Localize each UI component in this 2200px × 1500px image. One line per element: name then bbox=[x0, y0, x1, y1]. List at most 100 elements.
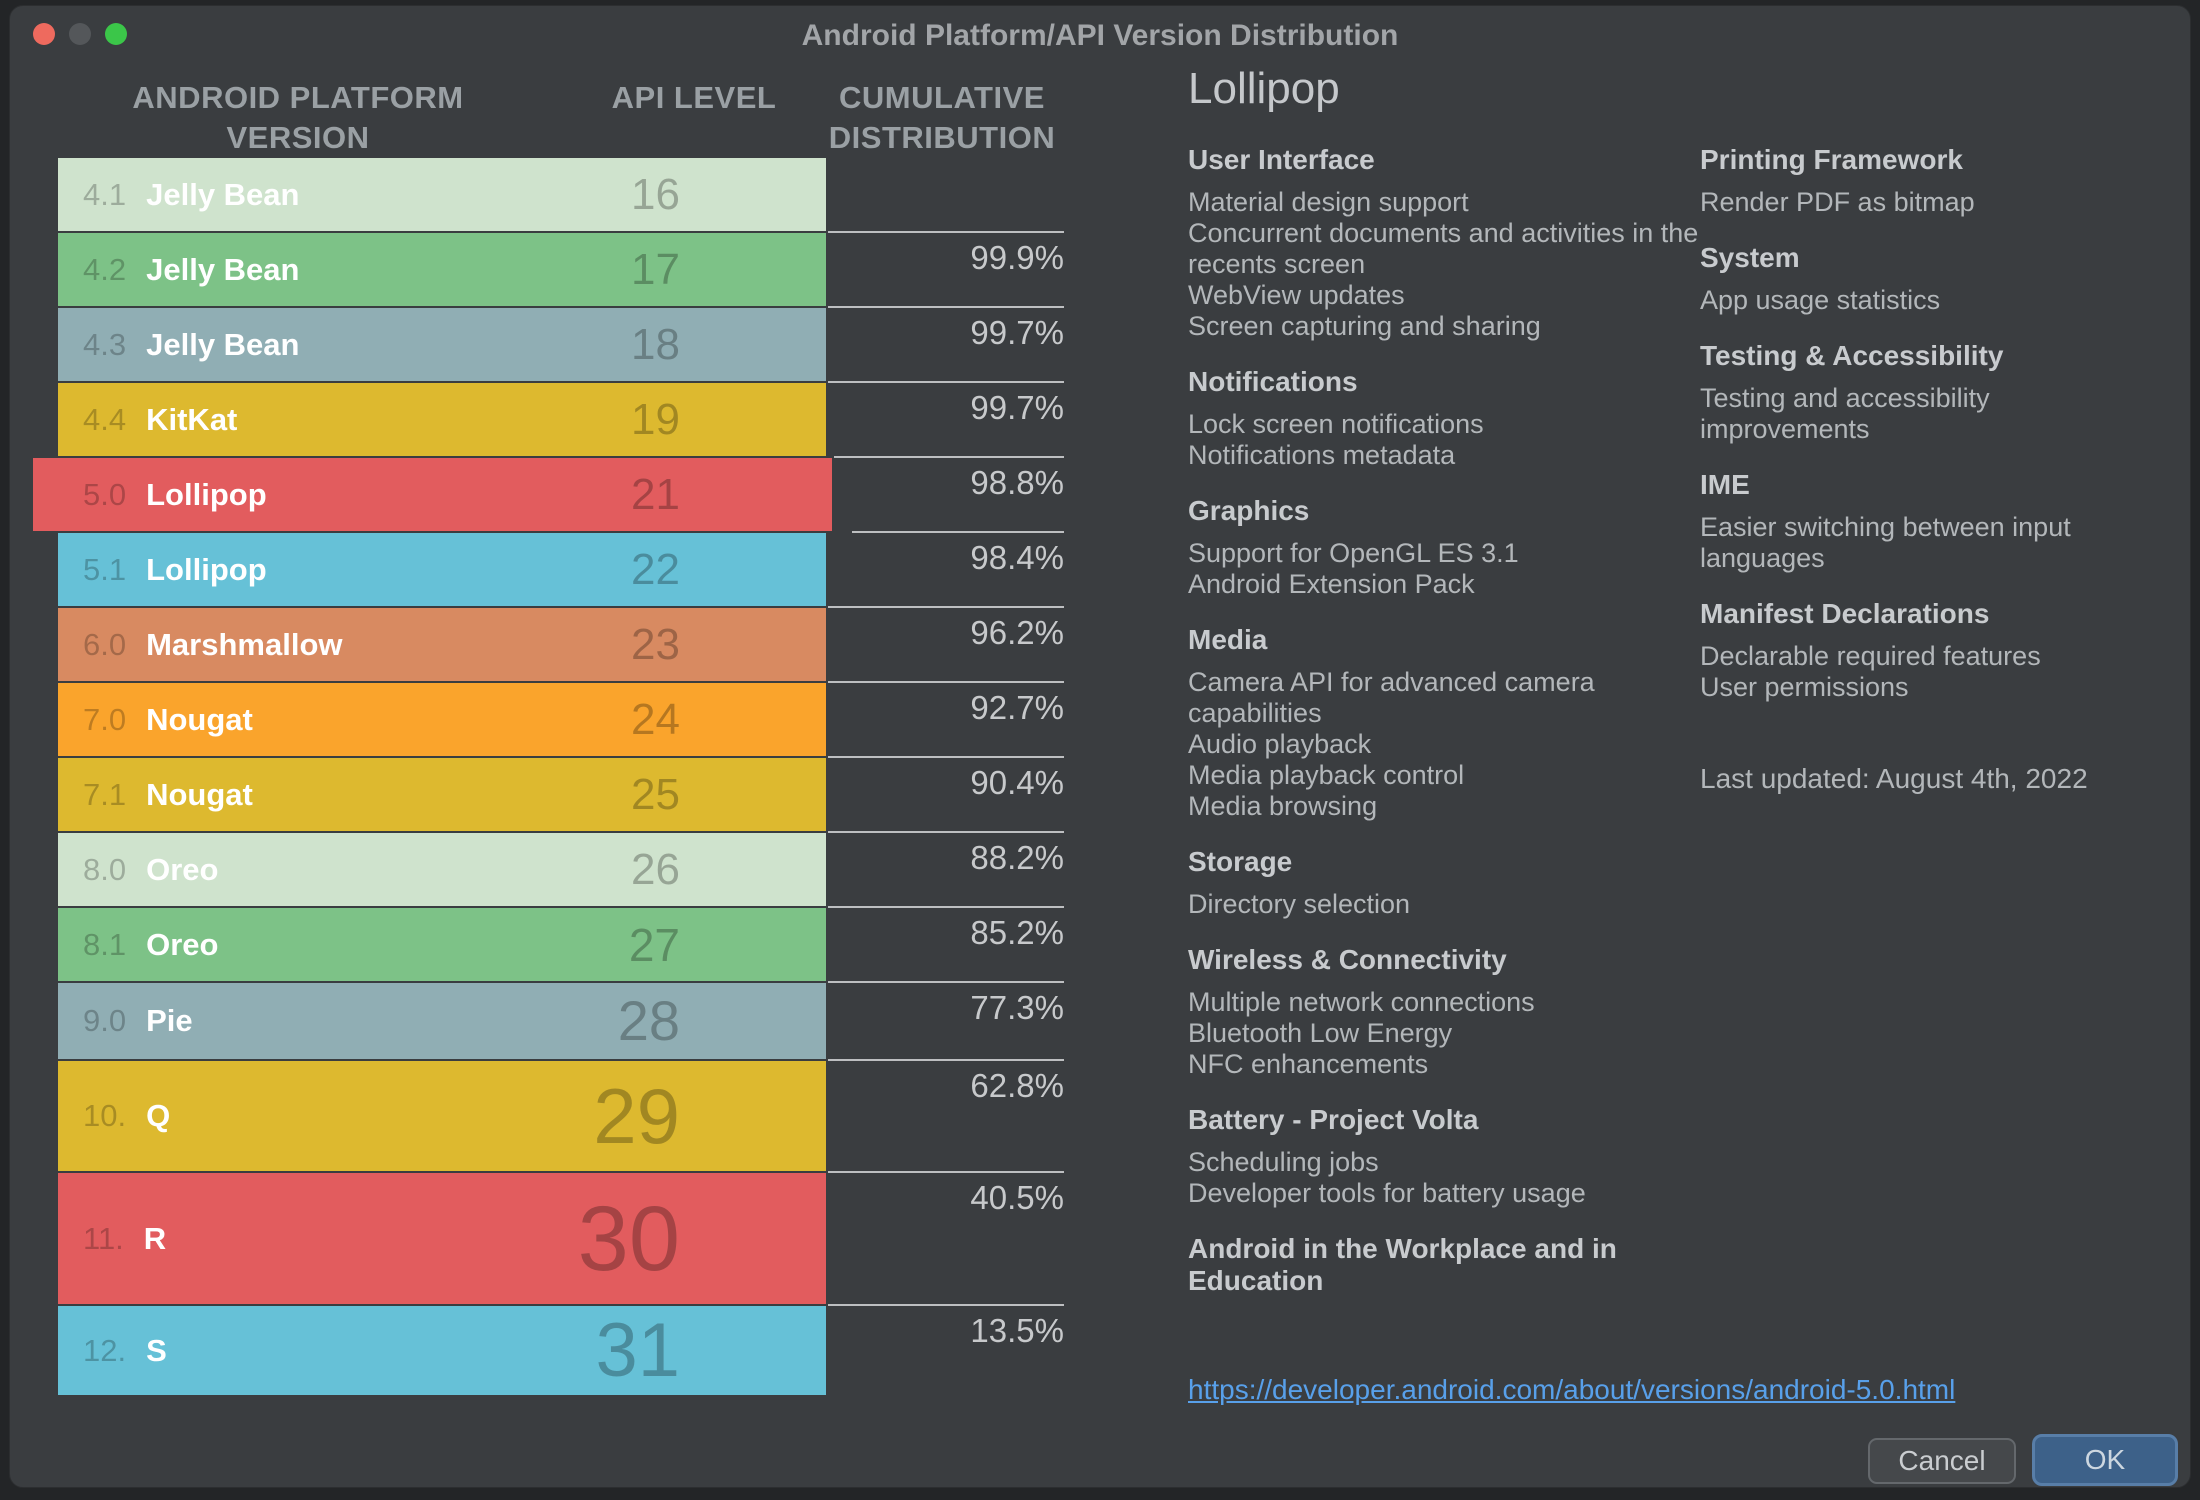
version-number: 4.1 bbox=[83, 176, 127, 212]
version-bar[interactable]: 12. S bbox=[58, 1306, 826, 1395]
cumulative-value: 90.4% bbox=[970, 764, 1064, 801]
version-bar[interactable]: 9.0 Pie bbox=[58, 983, 826, 1059]
api-level-value: 31 bbox=[595, 1307, 680, 1393]
api-level-value: 21 bbox=[631, 469, 680, 519]
version-number: 10. bbox=[83, 1098, 127, 1133]
cumulative-cell: 88.2% bbox=[826, 831, 1070, 906]
version-row: 7.0 Nougat 24 92.7% bbox=[58, 681, 1070, 756]
feature-item: App usage statistics bbox=[1700, 285, 1941, 315]
column-header-dist-line1: CUMULATIVE bbox=[839, 80, 1045, 115]
ok-button[interactable]: OK bbox=[2032, 1434, 2178, 1486]
version-name: Pie bbox=[146, 1003, 193, 1038]
version-name: S bbox=[146, 1332, 167, 1368]
version-bar[interactable]: 7.1 Nougat bbox=[58, 758, 826, 831]
row-separator bbox=[828, 1171, 1064, 1173]
version-bar[interactable]: 7.0 Nougat bbox=[58, 683, 826, 756]
feature-item: Bluetooth Low Energy bbox=[1188, 1018, 1453, 1048]
version-bar[interactable]: 5.1 Lollipop bbox=[58, 533, 826, 606]
version-number: 5.0 bbox=[83, 476, 127, 512]
version-bar[interactable]: 4.2 Jelly Bean bbox=[58, 233, 826, 306]
row-separator bbox=[828, 606, 1064, 608]
version-row: 4.1 Jelly Bean 16 bbox=[58, 158, 1070, 231]
version-docs-link[interactable]: https://developer.android.com/about/vers… bbox=[1188, 1374, 1956, 1405]
feature-item: NFC enhancements bbox=[1188, 1049, 1429, 1079]
column-header-api-level: API LEVEL bbox=[611, 80, 777, 115]
version-number: 4.3 bbox=[83, 326, 127, 362]
cumulative-cell: 92.7% bbox=[826, 681, 1070, 756]
column-header-cumulative-distribution: CUMULATIVE DISTRIBUTION bbox=[818, 78, 1066, 158]
api-level-value: 30 bbox=[577, 1187, 680, 1290]
version-bar[interactable]: 4.4 KitKat bbox=[58, 383, 826, 456]
row-separator bbox=[828, 681, 1064, 683]
row-separator bbox=[852, 531, 1064, 533]
version-bar[interactable]: 10. Q bbox=[58, 1061, 826, 1171]
version-bar[interactable]: 8.0 Oreo bbox=[58, 833, 826, 906]
feature-item: Concurrent documents and activities in t… bbox=[1188, 218, 1699, 279]
cumulative-cell: 40.5% bbox=[826, 1171, 1070, 1304]
cumulative-value: 96.2% bbox=[970, 614, 1064, 651]
api-level-value: 23 bbox=[631, 619, 680, 669]
cumulative-cell: 90.4% bbox=[826, 756, 1070, 831]
cumulative-value: 99.7% bbox=[970, 314, 1064, 351]
cumulative-value: 62.8% bbox=[970, 1067, 1064, 1104]
row-separator bbox=[828, 231, 1064, 233]
feature-item: Notifications metadata bbox=[1188, 440, 1456, 470]
version-bar[interactable]: 4.3 Jelly Bean bbox=[58, 308, 826, 381]
zoom-button[interactable] bbox=[105, 23, 127, 45]
feature-column-left: User Interface Material design support Con… bbox=[1188, 144, 1700, 1308]
feature-item: Scheduling jobs bbox=[1188, 1147, 1379, 1177]
version-name: Nougat bbox=[146, 701, 253, 737]
version-bar[interactable]: 11. R bbox=[58, 1173, 826, 1304]
cumulative-cell: 98.8% bbox=[832, 456, 1070, 531]
version-details-panel: Lollipop User Interface Material design s… bbox=[1188, 64, 2188, 1308]
cumulative-value: 77.3% bbox=[970, 989, 1064, 1026]
cumulative-cell: 13.5% bbox=[826, 1304, 1070, 1395]
feature-category-heading: System bbox=[1700, 242, 1800, 273]
column-header-platform: ANDROID PLATFORM VERSION bbox=[58, 78, 538, 158]
version-bar[interactable]: 6.0 Marshmallow bbox=[58, 608, 826, 681]
cumulative-cell: 99.7% bbox=[826, 306, 1070, 381]
version-name: Lollipop bbox=[146, 476, 267, 512]
version-row: 5.1 Lollipop 22 98.4% bbox=[58, 531, 1070, 606]
api-level-value: 18 bbox=[631, 319, 680, 369]
close-button[interactable] bbox=[33, 23, 55, 45]
feature-item: Android Extension Pack bbox=[1188, 569, 1475, 599]
version-row: 6.0 Marshmallow 23 96.2% bbox=[58, 606, 1070, 681]
feature-category-heading: Battery - Project Volta bbox=[1188, 1104, 1479, 1135]
cumulative-cell: 77.3% bbox=[826, 981, 1070, 1059]
feature-item: User permissions bbox=[1700, 672, 1909, 702]
api-level-value: 16 bbox=[631, 169, 680, 219]
cumulative-cell: 96.2% bbox=[826, 606, 1070, 681]
minimize-button[interactable] bbox=[69, 23, 91, 45]
feature-item: WebView updates bbox=[1188, 280, 1405, 310]
cumulative-value: 99.7% bbox=[970, 389, 1064, 426]
version-number: 7.0 bbox=[83, 701, 127, 737]
version-row: 8.0 Oreo 26 88.2% bbox=[58, 831, 1070, 906]
cancel-button[interactable]: Cancel bbox=[1868, 1438, 2016, 1484]
feature-item: Multiple network connections bbox=[1188, 987, 1535, 1017]
feature-item: Media browsing bbox=[1188, 791, 1378, 821]
version-name: R bbox=[143, 1220, 167, 1256]
version-number: 9.0 bbox=[83, 1003, 127, 1038]
cumulative-value: 88.2% bbox=[970, 839, 1064, 876]
version-bar[interactable]: 8.1 Oreo bbox=[58, 908, 826, 981]
version-table: 4.1 Jelly Bean 16 4.2 Jelly Bean 17 99.9% 4.3 Je… bbox=[33, 158, 1070, 1397]
version-name: KitKat bbox=[146, 401, 238, 437]
api-level-value: 25 bbox=[631, 769, 680, 819]
version-number: 12. bbox=[83, 1332, 127, 1368]
feature-item: Declarable required features bbox=[1700, 641, 2041, 671]
feature-category-heading: Android in the Workplace and in Educatio… bbox=[1188, 1233, 1617, 1296]
cumulative-value: 85.2% bbox=[970, 914, 1064, 951]
api-level-value: 27 bbox=[628, 918, 680, 971]
api-level-value: 22 bbox=[631, 544, 680, 594]
version-bar[interactable]: 5.0 Lollipop bbox=[33, 458, 833, 531]
version-name: Jelly Bean bbox=[146, 251, 300, 287]
feature-category-heading: Media bbox=[1188, 624, 1268, 655]
version-row: 4.3 Jelly Bean 18 99.7% bbox=[58, 306, 1070, 381]
version-number: 6.0 bbox=[83, 626, 127, 662]
feature-category-heading: Testing & Accessibility bbox=[1700, 340, 2004, 371]
titlebar: Android Platform/API Version Distributio… bbox=[10, 6, 2190, 60]
version-row: 8.1 Oreo 27 85.2% bbox=[58, 906, 1070, 981]
version-bar[interactable]: 4.1 Jelly Bean bbox=[58, 158, 826, 231]
selected-version-title: Lollipop bbox=[1188, 64, 1340, 113]
